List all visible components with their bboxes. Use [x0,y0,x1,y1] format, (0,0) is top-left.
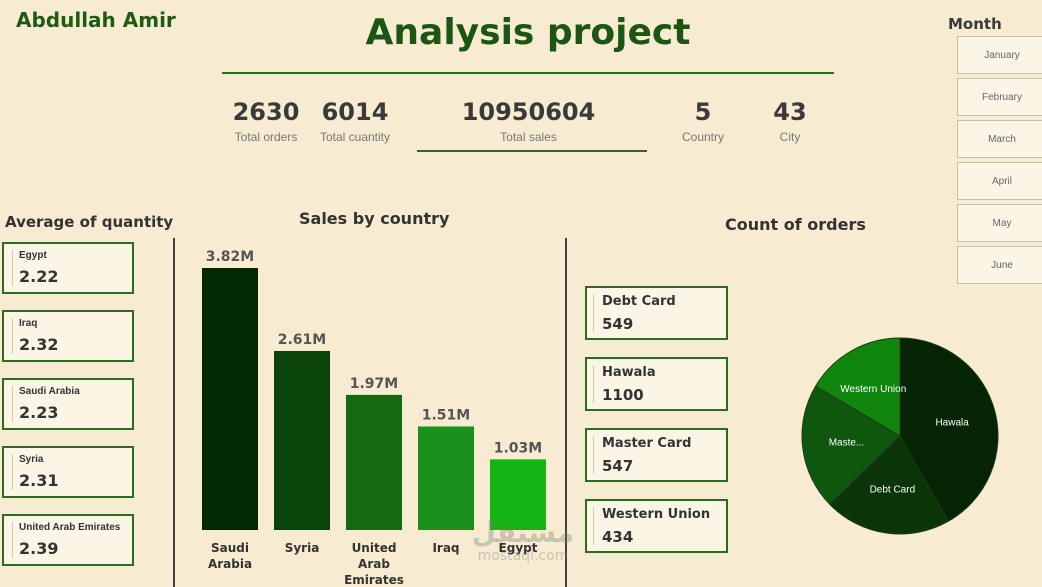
kpi-city: 43 City [764,98,816,144]
bar-category-label: Saudi [211,541,249,555]
bar-data-label: 1.51M [422,407,470,423]
kpi-total-orders: 2630 Total orders [228,98,304,144]
card-method: Hawala [602,365,656,380]
kpi-total-quantity: 6014 Total cuantity [310,98,400,144]
section-divider-left [173,238,175,587]
card-value: 2.31 [19,471,59,490]
watermark: مستقل mostaql.com [458,516,588,565]
bar-2 [346,394,402,530]
avg-card-egypt[interactable]: Egypt 2.22 [2,242,134,294]
bar-data-label: 3.82M [206,249,254,265]
card-method: Western Union [602,507,711,522]
pie-slice-label: Maste... [829,437,865,448]
kpi-label: City [779,130,801,144]
orders-card-master-card[interactable]: Master Card 547 [585,428,728,482]
card-country: United Arab Emirates [19,522,121,533]
card-body: Saudi Arabia 2.23 [12,386,80,422]
card-country: Iraq [19,318,38,329]
kpi-total-sales: 10950604 Total sales [427,98,630,144]
card-value: 2.32 [19,335,59,354]
pie-slice-3 [814,337,901,437]
bar-0 [202,268,258,530]
kpi-label: Total orders [234,130,298,144]
card-value: 2.39 [19,539,59,558]
pie-slice-1 [829,435,949,535]
avg-card-uae[interactable]: United Arab Emirates 2.39 [2,514,134,566]
bar-category-label: Arab [358,557,390,571]
month-option-april[interactable]: April [957,162,1042,200]
card-body: Hawala 1100 [593,365,656,404]
pie-slice-label: Debt Card [870,484,916,495]
avg-card-syria[interactable]: Syria 2.31 [2,446,134,498]
bar-category-label: Emirates [344,573,404,587]
month-filter-list: January February March April May June [957,36,1042,288]
bar-data-label: 1.97M [350,376,398,392]
card-count: 1100 [602,386,644,404]
card-country: Egypt [19,250,47,261]
bar-data-label: 1.03M [494,440,542,456]
card-country: Saudi Arabia [19,386,80,397]
kpi-country: 5 Country [672,98,734,144]
card-method: Debt Card [602,294,676,309]
card-body: United Arab Emirates 2.39 [12,522,120,558]
card-country: Syria [19,454,44,465]
orders-card-western-union[interactable]: Western Union 434 [585,499,728,553]
card-body: Iraq 2.32 [12,318,58,354]
month-option-may[interactable]: May [957,204,1042,242]
bar-4 [490,459,546,530]
pie-slice-0 [899,337,999,523]
card-body: Master Card 547 [593,436,692,475]
pie-slice-label: Western Union [840,384,906,395]
card-count: 434 [602,528,634,546]
kpi-value: 43 [773,98,807,126]
month-option-march[interactable]: March [957,120,1042,158]
card-body: Egypt 2.22 [12,250,58,286]
kpi-value: 5 [694,98,712,126]
card-method: Master Card [602,436,692,451]
month-option-february[interactable]: February [957,78,1042,116]
title-divider [222,72,834,74]
kpi-label: Total sales [500,130,557,144]
card-body: Debt Card 549 [593,294,676,333]
avg-card-iraq[interactable]: Iraq 2.32 [2,310,134,362]
section-divider-right [565,238,567,587]
card-body: Western Union 434 [593,507,711,546]
orders-title: Count of orders [725,215,866,234]
kpi-label: Country [681,130,725,144]
bar-category-label: Syria [285,541,320,555]
bar-data-label: 2.61M [278,332,326,348]
bar-category-label: Arabia [208,557,252,571]
bar-1 [274,350,330,530]
kpi-value: 10950604 [461,98,596,126]
month-option-june[interactable]: June [957,246,1042,284]
orders-card-debt-card[interactable]: Debt Card 549 [585,286,728,340]
watermark-arabic: مستقل [471,516,575,549]
pie-slice-2 [801,385,901,506]
card-value: 2.22 [19,267,59,286]
kpi-label: Total cuantity [319,130,391,144]
card-count: 549 [602,315,634,333]
kpi-value: 6014 [321,98,389,126]
pie-slice-label: Hawala [935,417,969,428]
card-count: 547 [602,457,634,475]
kpi-underline [417,150,647,152]
watermark-url: mostaql.com [477,548,569,564]
orders-card-hawala[interactable]: Hawala 1100 [585,357,728,411]
avg-card-saudi-arabia[interactable]: Saudi Arabia 2.23 [2,378,134,430]
bar-3 [418,426,474,530]
card-body: Syria 2.31 [12,454,58,490]
author-name: Abdullah Amir [16,8,176,32]
avg-quantity-title: Average of quantity [5,213,174,231]
bar-category-label: Iraq [432,541,459,555]
month-filter-title: Month [948,15,1002,33]
sales-chart-title: Sales by country [299,209,450,228]
card-value: 2.23 [19,403,59,422]
kpi-value: 2630 [232,98,300,126]
month-option-january[interactable]: January [957,36,1042,74]
page-title: Analysis project [365,12,691,53]
bar-category-label: Egypt [499,541,538,555]
bar-category-label: United [352,541,397,555]
